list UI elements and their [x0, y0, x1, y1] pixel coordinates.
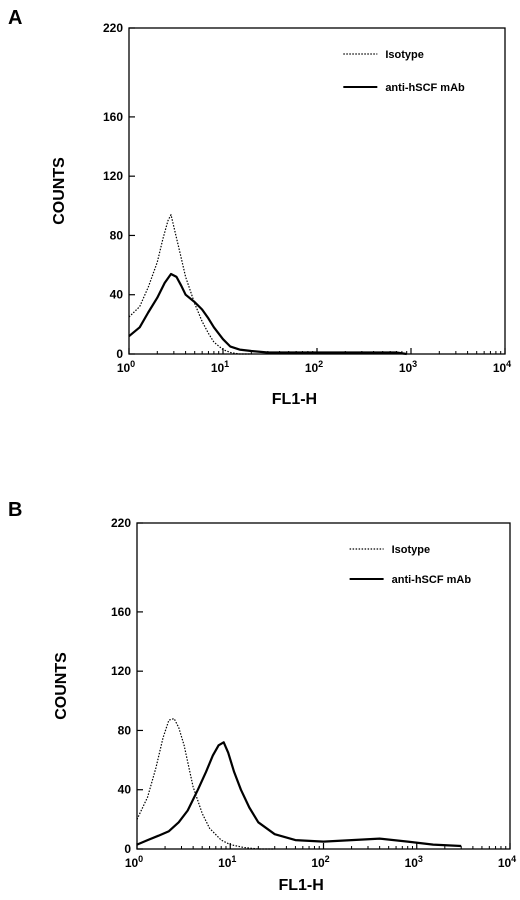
- x-axis-title: FL1-H: [278, 877, 323, 894]
- legend-label: Isotype: [392, 544, 431, 556]
- legend-label: Isotype: [385, 49, 424, 61]
- x-tick-label: 104: [498, 854, 516, 870]
- chart-panel-b: B 0 40 80 120 160 220 100 101 102 103 104 COUNTS FL1-…: [8, 499, 516, 894]
- isotype-line: [136, 717, 275, 850]
- x-tick-label: 100: [117, 359, 135, 375]
- y-tick-label: 80: [110, 228, 124, 242]
- y-axis-title: COUNTS: [53, 652, 70, 720]
- y-tick-label: 160: [103, 110, 123, 124]
- plot-frame: [128, 27, 506, 355]
- y-tick-label: 220: [103, 21, 123, 35]
- legend-label: anti-hSCF mAb: [392, 574, 472, 586]
- x-tick-label: 103: [399, 359, 417, 375]
- antibody-line: [128, 272, 407, 356]
- y-axis-title: COUNTS: [51, 157, 68, 225]
- x-tick-label: 104: [493, 359, 511, 375]
- panel-letter: A: [8, 7, 22, 29]
- antibody-line: [136, 741, 462, 848]
- chart-panel-a: A 0 40 80 120 160 220 100 101 102 103 104 COUNTS FL1-…: [8, 7, 511, 408]
- y-tick-label: 40: [110, 288, 124, 302]
- x-tick-label: 100: [125, 854, 143, 870]
- x-tick-label: 101: [218, 854, 236, 870]
- x-tick-label: 102: [305, 359, 323, 375]
- y-tick-label: 220: [111, 516, 131, 530]
- y-tick-label: 40: [118, 783, 132, 797]
- y-tick-label: 120: [111, 664, 131, 678]
- x-axis-title: FL1-H: [272, 391, 317, 408]
- y-tick-label: 0: [116, 347, 123, 361]
- y-tick-label: 120: [103, 169, 123, 183]
- x-tick-label: 102: [311, 854, 329, 870]
- y-tick-label: 80: [118, 723, 132, 737]
- y-tick-label: 0: [124, 842, 131, 856]
- isotype-line: [128, 214, 252, 355]
- panel-letter: B: [8, 499, 22, 521]
- x-tick-label: 103: [405, 854, 423, 870]
- legend-label: anti-hSCF mAb: [385, 82, 465, 94]
- x-tick-label: 101: [211, 359, 229, 375]
- y-tick-label: 160: [111, 605, 131, 619]
